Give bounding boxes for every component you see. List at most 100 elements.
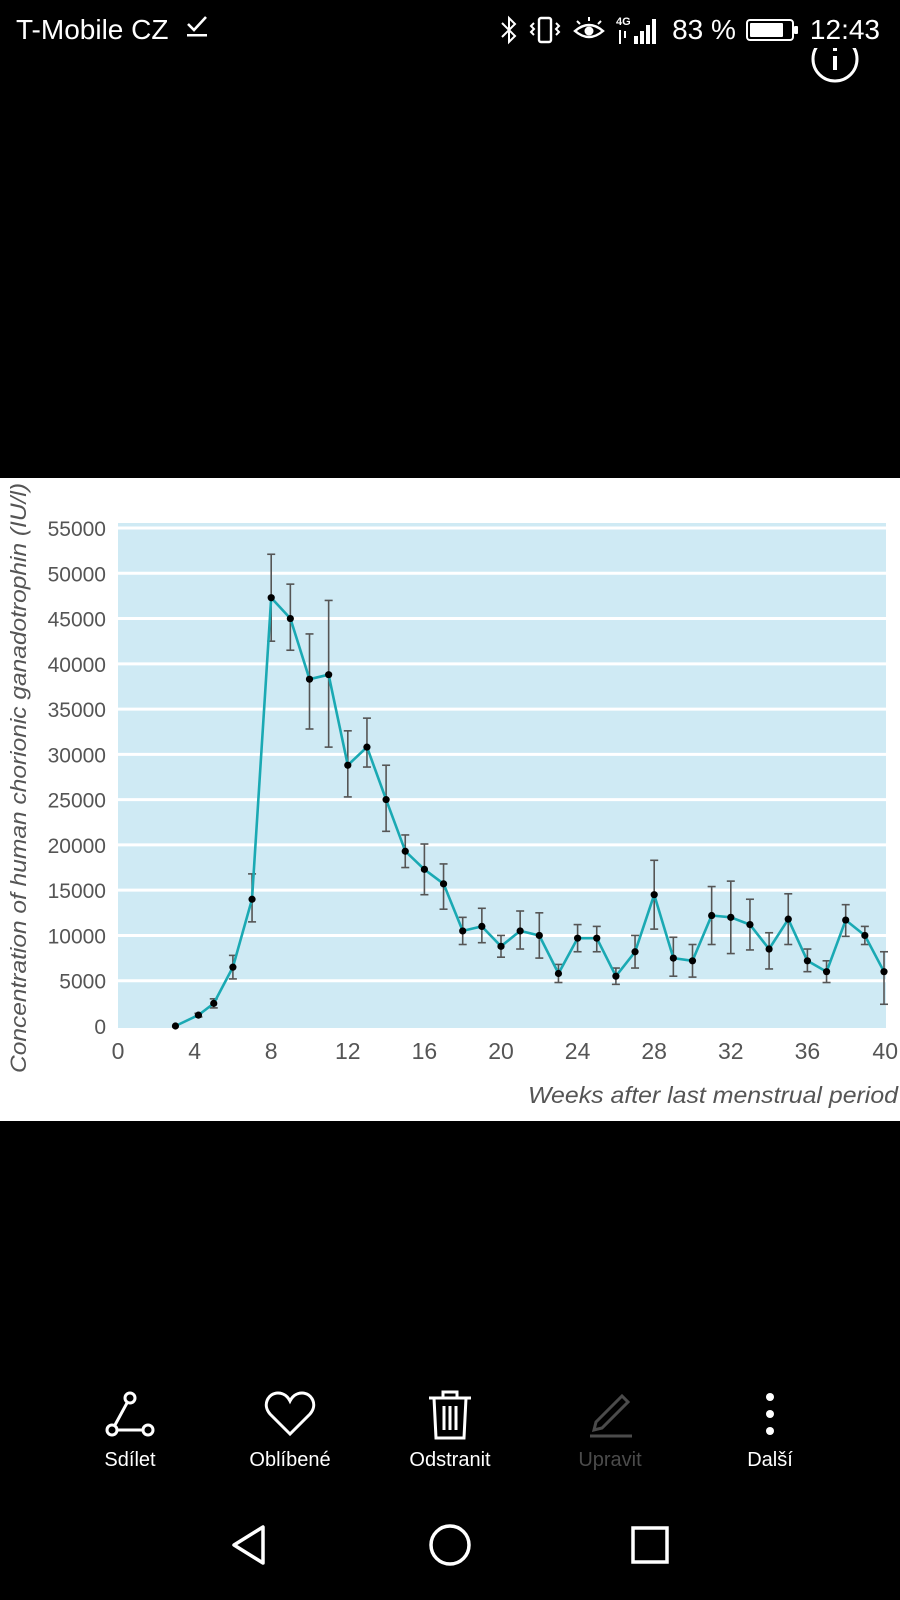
favorite-button[interactable]: Oblíbené	[210, 1385, 370, 1472]
info-icon[interactable]	[810, 48, 860, 84]
x-tick-label: 32	[718, 1038, 744, 1064]
clock: 12:43	[809, 14, 880, 45]
data-point	[401, 847, 409, 855]
data-point	[478, 922, 486, 930]
more-button[interactable]: Další	[690, 1385, 850, 1472]
data-point	[746, 920, 754, 929]
data-point	[194, 1011, 203, 1019]
more-label: Další	[747, 1449, 793, 1471]
action-bar: Sdílet Oblíbené Odstranit Upravit Další	[0, 1385, 900, 1495]
data-point	[688, 957, 697, 965]
gridlines	[118, 526, 886, 1034]
data-point	[861, 931, 869, 940]
error-bar	[880, 950, 888, 1006]
favorite-label: Oblíbené	[249, 1449, 331, 1471]
y-tick-label: 5000	[59, 971, 106, 994]
signal-icon: 4G	[616, 14, 662, 46]
bluetooth-icon	[500, 15, 518, 45]
y-tick-label: 45000	[48, 609, 106, 632]
data-point	[516, 927, 524, 935]
error-bar	[362, 717, 371, 768]
data-point	[650, 891, 658, 899]
edit-label: Upravit	[578, 1449, 642, 1471]
x-tick-label: 24	[565, 1038, 591, 1064]
data-point	[612, 972, 620, 980]
data-point	[822, 968, 831, 976]
share-label: Sdílet	[104, 1449, 156, 1471]
y-tick-label: 20000	[48, 835, 106, 858]
status-bar: T-Mobile CZ 4G 83 % 12:43	[0, 0, 900, 60]
carrier-label: T-Mobile CZ	[16, 14, 169, 45]
y-tick-labels: 0 5000 10000 15000 20000 25000 30000 35000 40000…	[48, 518, 106, 1039]
data-point	[420, 865, 428, 873]
back-icon[interactable]	[215, 1510, 285, 1580]
x-tick-label: 0	[112, 1038, 125, 1064]
data-point	[842, 916, 850, 924]
network-type: 4G	[616, 16, 631, 28]
data-point	[286, 614, 294, 623]
data-point	[708, 911, 716, 920]
y-tick-label: 55000	[48, 518, 106, 541]
edit-icon	[530, 1385, 690, 1445]
data-point	[593, 934, 601, 942]
eye-comfort-icon	[572, 15, 606, 45]
hcg-chart: 0 5000 10000 15000 20000 25000 30000 35000 40000…	[6, 483, 899, 1108]
y-tick-label: 35000	[48, 699, 106, 722]
x-tick-label: 20	[488, 1038, 514, 1064]
navigation-bar	[0, 1510, 900, 1580]
carrier-name: T-Mobile CZ	[16, 14, 208, 46]
data-point	[554, 969, 563, 978]
y-tick-label: 30000	[48, 744, 106, 767]
battery-icon	[745, 19, 798, 41]
x-tick-label: 40	[872, 1038, 898, 1064]
data-point	[727, 913, 735, 921]
data-point	[325, 671, 333, 679]
data-point	[344, 761, 352, 769]
plot-area	[118, 523, 886, 1028]
check-icon	[186, 15, 208, 43]
home-icon[interactable]	[415, 1510, 485, 1580]
x-tick-label: 12	[335, 1038, 361, 1064]
x-tick-label: 28	[641, 1038, 667, 1064]
recents-icon[interactable]	[615, 1510, 685, 1580]
y-tick-label: 10000	[48, 925, 106, 948]
data-point	[210, 999, 218, 1007]
y-tick-label: 50000	[48, 563, 106, 586]
y-axis-label: Concentration of human chorionic ganadot…	[6, 483, 31, 1073]
edit-button[interactable]: Upravit	[530, 1385, 690, 1472]
data-point	[880, 968, 888, 976]
trash-icon	[370, 1385, 530, 1445]
data-point	[363, 743, 371, 751]
data-point	[439, 880, 448, 888]
y-tick-label: 40000	[48, 654, 106, 677]
x-axis-label: Weeks after last menstrual period	[528, 1082, 899, 1108]
data-point	[765, 945, 773, 953]
delete-button[interactable]: Odstranit	[370, 1385, 530, 1472]
data-point	[248, 895, 256, 903]
data-point	[784, 915, 792, 923]
data-point	[382, 796, 390, 804]
x-tick-label: 16	[412, 1038, 438, 1064]
data-point	[171, 1022, 180, 1030]
status-icons: 4G 83 % 12:43	[500, 12, 880, 48]
photo-view[interactable]: 0 5000 10000 15000 20000 25000 30000 35000 40000…	[0, 478, 900, 1121]
y-tick-label: 15000	[48, 880, 106, 903]
x-tick-labels: 0 4 8 12 16 20 24 28 32 36 40	[112, 1038, 898, 1064]
delete-label: Odstranit	[409, 1449, 491, 1471]
data-point	[574, 934, 582, 942]
y-tick-label: 0	[94, 1016, 106, 1039]
data-point	[305, 675, 314, 683]
share-icon	[50, 1385, 210, 1445]
y-tick-label: 25000	[48, 790, 106, 813]
series-line	[174, 596, 886, 1028]
x-tick-label: 36	[795, 1038, 821, 1064]
data-point	[459, 927, 467, 935]
heart-icon	[210, 1385, 370, 1445]
vibrate-icon	[528, 15, 562, 45]
data-point	[669, 954, 677, 962]
data-point	[497, 942, 505, 950]
data-point	[535, 931, 543, 940]
x-tick-label: 8	[265, 1038, 278, 1064]
data-point	[631, 948, 639, 956]
share-button[interactable]: Sdílet	[50, 1385, 210, 1472]
